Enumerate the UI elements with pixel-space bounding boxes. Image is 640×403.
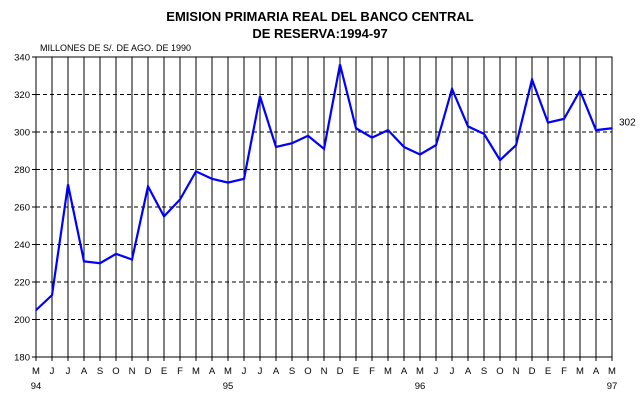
x-tick-label: D bbox=[337, 366, 344, 377]
x-tick-label: S bbox=[97, 366, 103, 377]
y-tick-label: 280 bbox=[14, 165, 30, 176]
data-point bbox=[563, 118, 565, 120]
data-point bbox=[547, 121, 549, 124]
x-tick-label: E bbox=[161, 366, 167, 377]
x-tick-label: F bbox=[369, 366, 375, 377]
y-tick-label: 260 bbox=[14, 203, 30, 214]
data-point bbox=[83, 260, 85, 263]
x-tick-label: F bbox=[177, 366, 183, 377]
x-tick-label: D bbox=[145, 366, 152, 377]
data-point bbox=[227, 181, 229, 184]
end-value-label: 302 bbox=[619, 117, 636, 128]
x-tick-label: M bbox=[192, 366, 200, 377]
unit-label: MILLONES DE S/. DE AGO. DE 1990 bbox=[40, 43, 191, 53]
series bbox=[35, 63, 613, 311]
x-tick-label: A bbox=[273, 366, 280, 377]
data-point bbox=[99, 262, 101, 265]
y-tick-label: 220 bbox=[14, 278, 30, 289]
data-point bbox=[115, 253, 117, 255]
x-tick-label: A bbox=[593, 366, 600, 377]
x-tick-label: M bbox=[416, 366, 424, 377]
data-point bbox=[611, 127, 613, 130]
y-tick-label: 180 bbox=[14, 353, 30, 364]
y-tick-label: 340 bbox=[14, 53, 30, 64]
data-point bbox=[595, 129, 597, 131]
data-point bbox=[371, 136, 373, 139]
data-point bbox=[579, 89, 581, 92]
grid bbox=[36, 57, 612, 357]
data-point bbox=[131, 258, 133, 261]
data-point bbox=[339, 63, 341, 66]
x-tick-label: M bbox=[224, 366, 232, 377]
x-tick-label: F bbox=[561, 366, 567, 377]
x-tick-label: S bbox=[481, 366, 487, 377]
y-tick-label: 240 bbox=[14, 240, 30, 251]
x-tick-label: J bbox=[258, 366, 263, 377]
data-point bbox=[483, 133, 485, 135]
data-point bbox=[403, 146, 405, 148]
x-tick-label: N bbox=[513, 366, 520, 377]
data-point bbox=[259, 95, 261, 98]
data-point bbox=[307, 134, 309, 137]
data-point bbox=[67, 183, 69, 186]
data-point bbox=[291, 142, 293, 145]
year-label: 96 bbox=[415, 381, 426, 392]
x-tick-label: E bbox=[545, 366, 551, 377]
data-point bbox=[419, 153, 421, 156]
x-tick-label: J bbox=[242, 366, 247, 377]
data-point bbox=[147, 185, 149, 188]
year-label: 97 bbox=[607, 381, 618, 392]
x-tick-label: S bbox=[289, 366, 295, 377]
y-tick-label: 300 bbox=[14, 128, 30, 139]
year-label: 94 bbox=[31, 381, 42, 392]
axes bbox=[32, 56, 613, 361]
x-tick-label: J bbox=[450, 366, 455, 377]
x-tick-label: M bbox=[384, 366, 392, 377]
x-tick-label: J bbox=[434, 366, 439, 377]
x-tick-label: E bbox=[353, 366, 359, 377]
y-tick-label: 200 bbox=[14, 315, 30, 326]
data-point bbox=[275, 146, 277, 148]
x-tick-label: N bbox=[321, 366, 328, 377]
data-point bbox=[51, 294, 53, 296]
data-point bbox=[211, 178, 213, 180]
data-point bbox=[35, 309, 37, 311]
data-point bbox=[499, 159, 501, 161]
chart-title-line-2: DE RESERVA:1994-97 bbox=[252, 26, 387, 41]
x-tick-label: J bbox=[66, 366, 71, 377]
data-point bbox=[243, 178, 245, 180]
x-tick-label: D bbox=[529, 366, 536, 377]
x-tick-label: A bbox=[81, 366, 88, 377]
x-tick-label: A bbox=[465, 366, 472, 377]
x-tick-label: M bbox=[32, 366, 40, 377]
data-point bbox=[515, 144, 517, 146]
y-tick-label: 320 bbox=[14, 90, 30, 101]
data-point bbox=[195, 170, 197, 173]
chart-title-line-1: EMISION PRIMARIA REAL DEL BANCO CENTRAL bbox=[166, 9, 473, 24]
data-point bbox=[387, 129, 389, 131]
year-label: 95 bbox=[223, 381, 234, 392]
data-point bbox=[435, 144, 437, 146]
x-tick-label: J bbox=[50, 366, 55, 377]
data-point bbox=[531, 78, 533, 81]
x-tick-label: N bbox=[129, 366, 136, 377]
x-tick-label: O bbox=[112, 366, 119, 377]
x-tick-label: O bbox=[304, 366, 311, 377]
x-tick-label: A bbox=[209, 366, 216, 377]
x-tick-label: M bbox=[576, 366, 584, 377]
data-point bbox=[467, 125, 469, 128]
data-point bbox=[323, 148, 325, 150]
x-tick-label: O bbox=[496, 366, 503, 377]
data-point bbox=[179, 198, 181, 201]
data-point bbox=[451, 88, 453, 90]
x-tick-label: M bbox=[608, 366, 616, 377]
x-tick-label: A bbox=[401, 366, 408, 377]
data-point bbox=[355, 127, 357, 130]
data-point bbox=[163, 215, 165, 218]
